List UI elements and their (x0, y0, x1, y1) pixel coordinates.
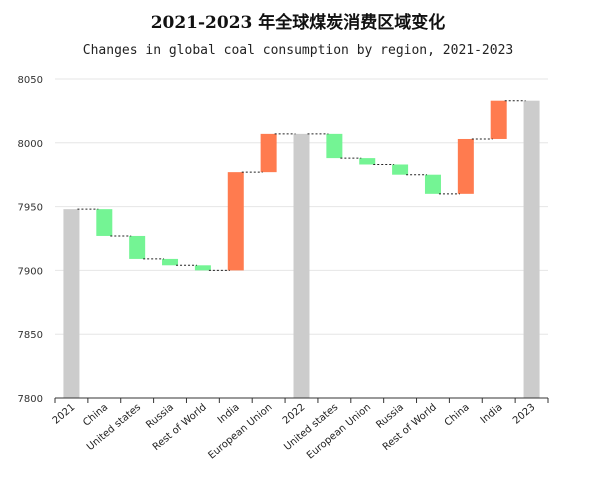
y-tick-label: 7900 (18, 266, 43, 277)
x-tick-label: 2021 (51, 402, 78, 427)
bar-decrease (326, 133, 343, 159)
x-tick-label: India (216, 402, 242, 426)
bar-total (523, 100, 540, 398)
bar-decrease (359, 158, 376, 165)
bar-decrease (392, 164, 409, 175)
chart-title: 2021-2023 年全球煤炭消费区域变化 (150, 13, 446, 33)
chart-subtitle: Changes in global coal consumption by re… (82, 43, 514, 58)
x-tick-label: 2022 (281, 402, 308, 427)
bar-total (63, 209, 80, 398)
bar-increase (227, 172, 244, 271)
connectors (77, 100, 526, 271)
bar-increase (490, 100, 507, 139)
bar-increase (260, 133, 277, 173)
x-tick-label: 2023 (511, 402, 538, 427)
y-tick-label: 7850 (18, 330, 43, 341)
y-tick-label: 7800 (18, 394, 43, 405)
bar-decrease (129, 235, 146, 259)
y-tick-label: 7950 (18, 203, 43, 214)
x-tick-label: China (443, 402, 472, 429)
bars (63, 100, 540, 399)
x-tick-label: India (479, 402, 505, 426)
bar-decrease (162, 258, 179, 266)
bar-decrease (194, 265, 211, 271)
bar-total (293, 133, 310, 399)
y-tick-label: 8000 (18, 139, 43, 150)
x-tick-label: China (81, 402, 110, 429)
bar-decrease (96, 209, 113, 236)
y-tick-label: 8050 (18, 75, 43, 86)
bar-decrease (424, 174, 441, 194)
bar-increase (457, 138, 474, 194)
